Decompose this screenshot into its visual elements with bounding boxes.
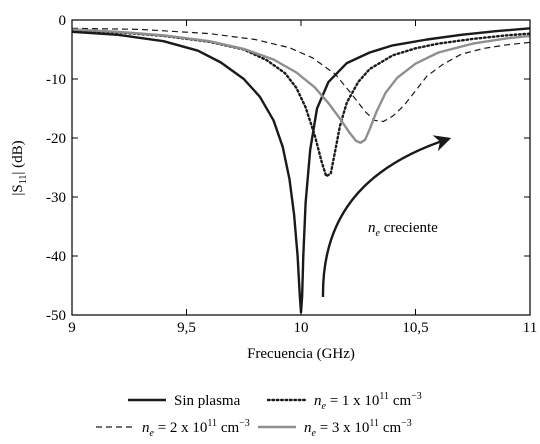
- y-axis-label: |S11| (dB): [10, 140, 29, 195]
- y-tick-label: 0: [59, 13, 67, 29]
- series-line-3: [72, 27, 530, 123]
- series-line-4: [72, 28, 530, 144]
- legend-item-1: Sin plasma: [128, 393, 241, 409]
- legend-item-2: ne = 1 x 1011 cm−3: [266, 391, 422, 412]
- trend-arrow: [321, 135, 452, 298]
- x-tick-label: 10,5: [402, 320, 428, 336]
- x-axis-label: Frecuencia (GHz): [247, 346, 355, 362]
- series-line-1: [72, 27, 530, 314]
- x-tick-label: 9: [68, 320, 76, 336]
- legend: Sin plasma ne = 1 x 1011 cm−3 ne = 2 x 101…: [96, 391, 422, 439]
- x-tick-label: 11: [523, 320, 537, 336]
- y-tick-label: -30: [46, 190, 66, 206]
- series-layer: [72, 27, 530, 314]
- legend-label: ne = 1 x 1011 cm−3: [314, 391, 422, 412]
- legend-label: ne = 2 x 1011 cm−3: [142, 418, 250, 439]
- plot-area: 9 9,5 10 10,5 11 0 -10 -20 -30 -40 -50: [46, 13, 537, 336]
- trend-label: ne creciente: [368, 220, 438, 239]
- y-tick-label: -40: [46, 249, 66, 265]
- y-tick-label: -20: [46, 131, 66, 147]
- trend-annotation: ne creciente: [321, 135, 452, 298]
- x-tick-label: 9,5: [177, 320, 196, 336]
- legend-label: Sin plasma: [174, 393, 241, 409]
- legend-label: ne = 3 x 1011 cm−3: [304, 418, 412, 439]
- plot-frame: [71, 19, 531, 316]
- x-tick-label: 10: [294, 320, 309, 336]
- y-tick-label: -10: [46, 72, 66, 88]
- axis-ticks: 9 9,5 10 10,5 11 0 -10 -20 -30 -40 -50: [46, 13, 537, 336]
- legend-item-4: ne = 3 x 1011 cm−3: [258, 418, 412, 439]
- y-tick-label: -50: [46, 308, 66, 324]
- legend-item-3: ne = 2 x 1011 cm−3: [96, 418, 250, 439]
